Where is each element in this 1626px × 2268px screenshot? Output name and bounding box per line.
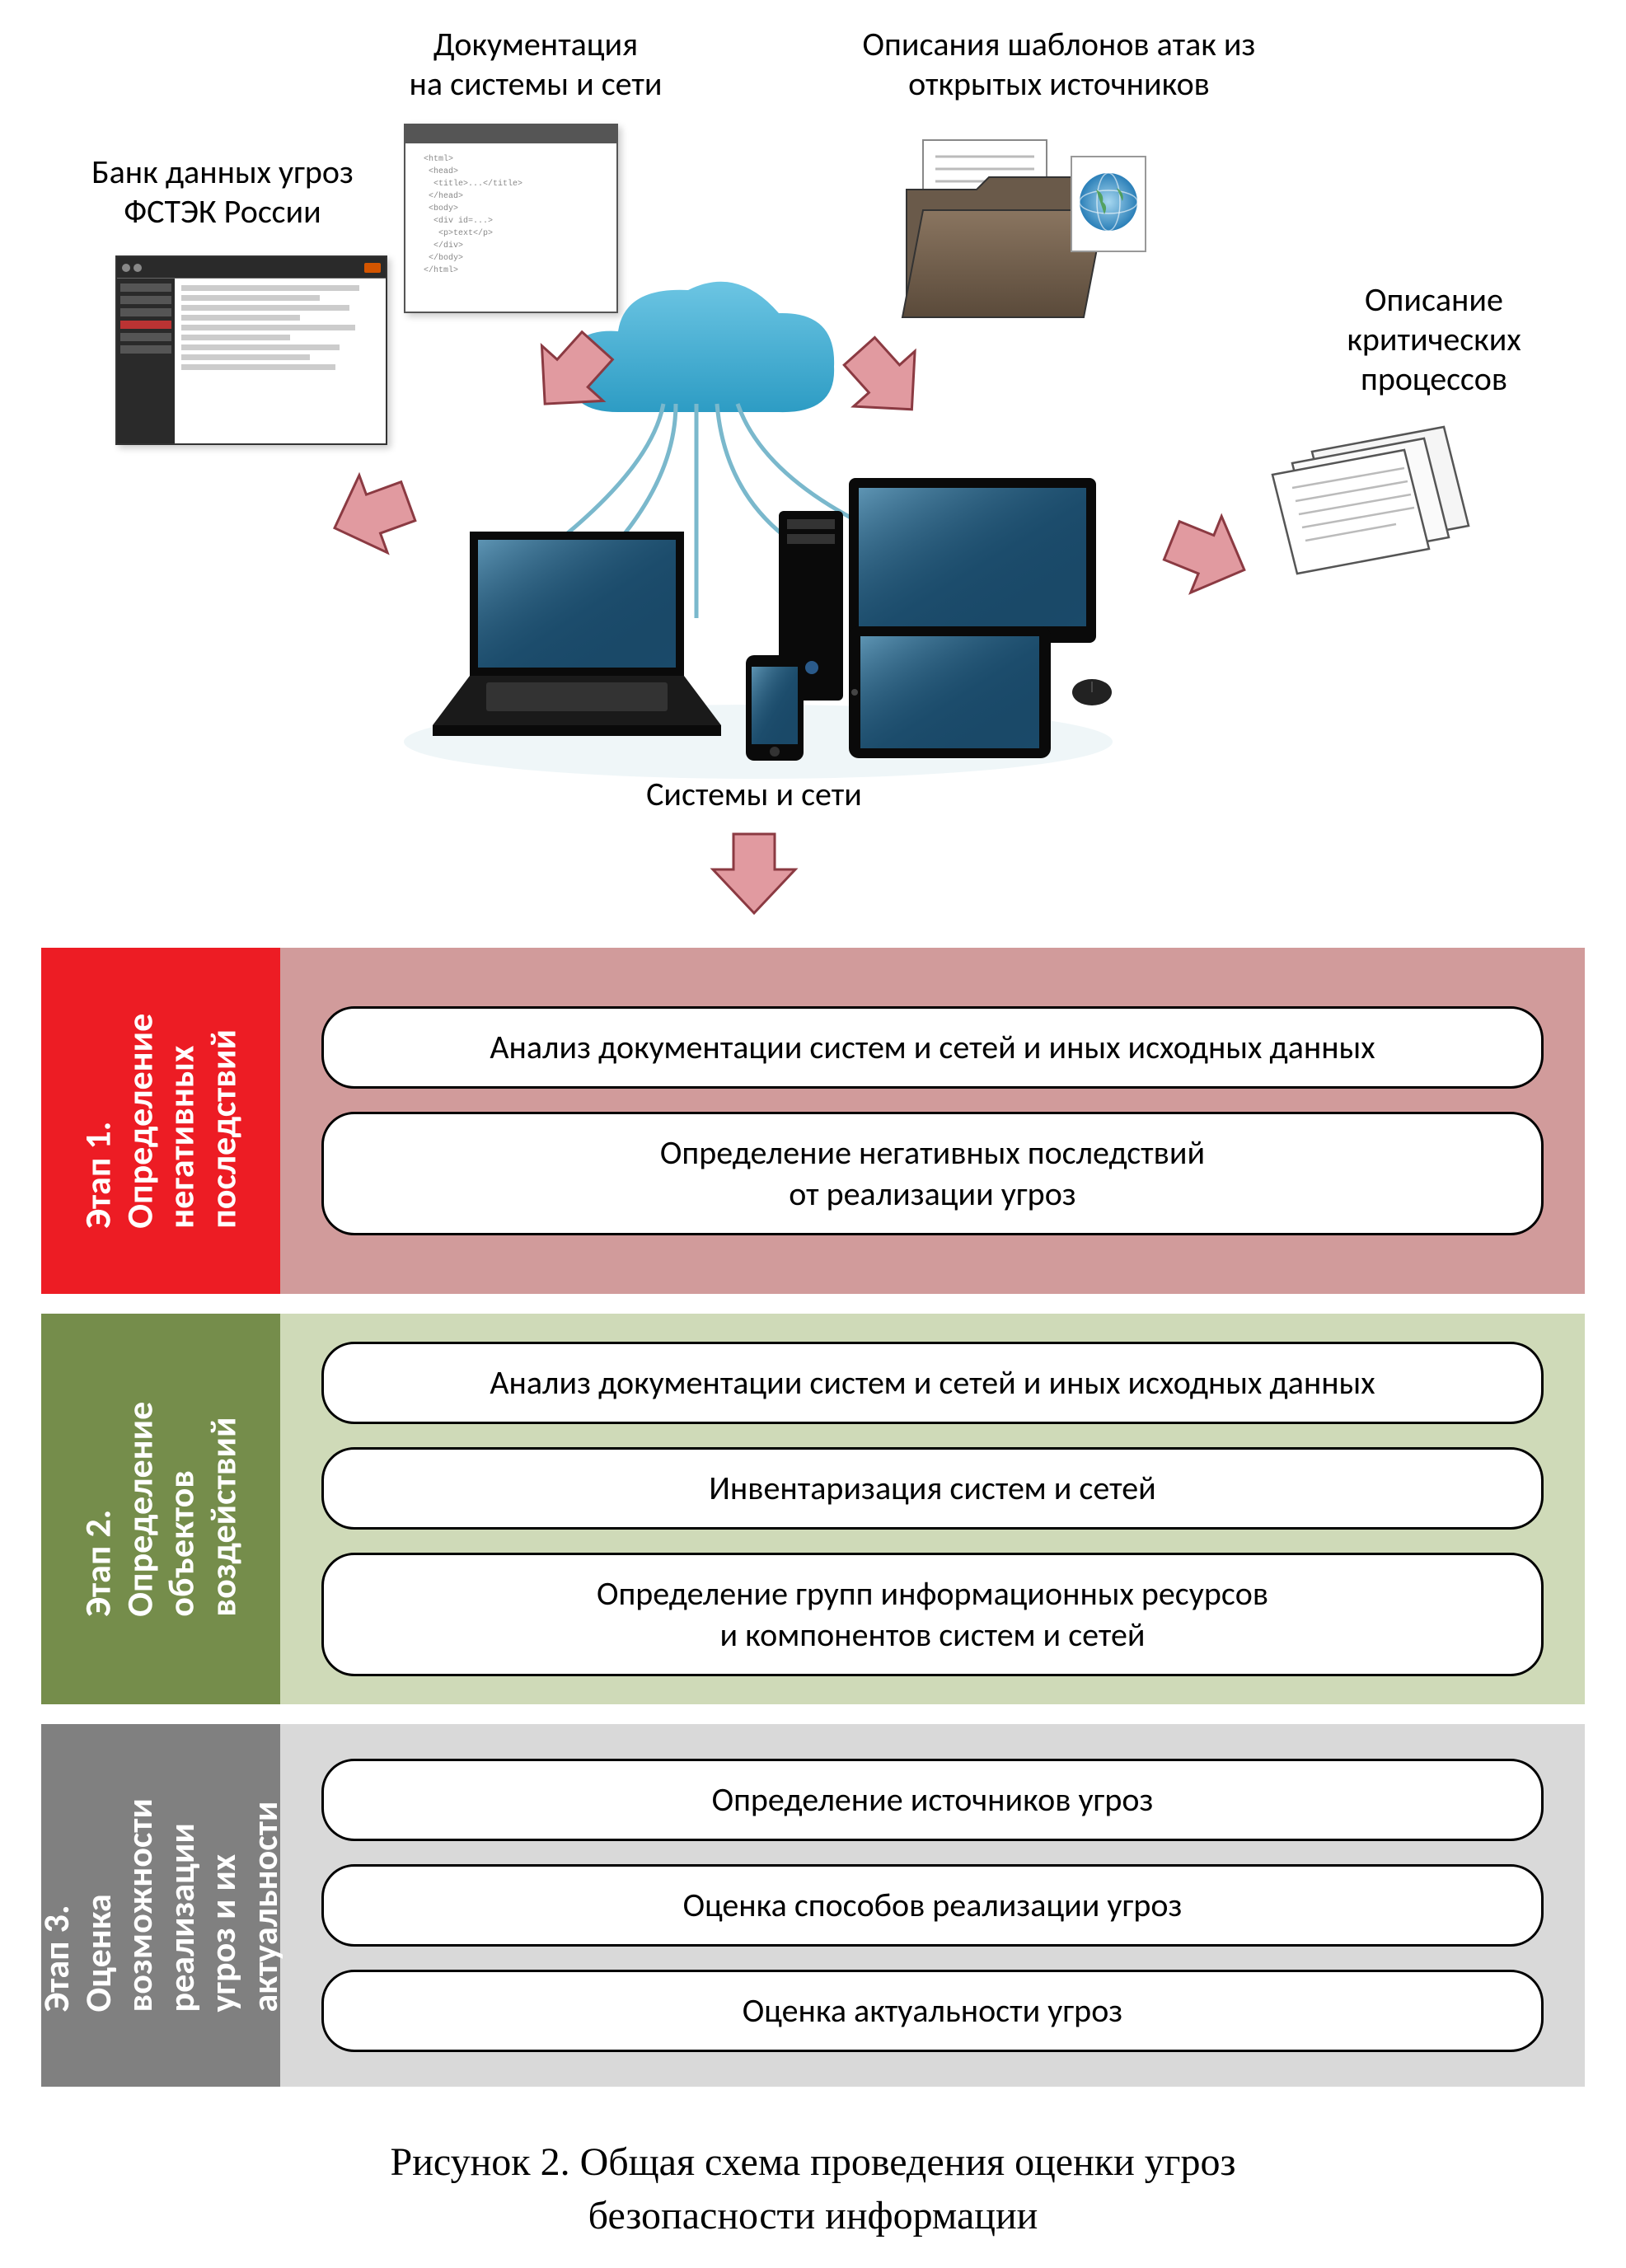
stages-container: Этап 1.Определениенегативныхпоследствий А… xyxy=(41,948,1585,2087)
stage-label: Этап 3.Оценкавозможностиреализацииугроз … xyxy=(41,1724,280,2087)
arrow-icon xyxy=(317,470,433,569)
stage-item: Определение групп информационных ресурсо… xyxy=(321,1553,1544,1676)
stage-item: Определение негативных последствийот реа… xyxy=(321,1112,1544,1235)
arrow-icon xyxy=(701,824,808,923)
label-threat-db: Банк данных угрозФСТЭК России xyxy=(41,152,404,232)
arrow-icon xyxy=(519,330,626,429)
stage-item: Анализ документации систем и сетей и ины… xyxy=(321,1006,1544,1089)
stage-1: Этап 1.Определениенегативныхпоследствий А… xyxy=(41,948,1585,1294)
label-documentation: Документацияна системы и сети xyxy=(313,25,758,104)
computers-icon xyxy=(387,437,1129,783)
stage-body: Анализ документации систем и сетей и ины… xyxy=(280,1314,1585,1704)
stage-body: Определение источников угроз Оценка спосо… xyxy=(280,1724,1585,2087)
stage-label: Этап 2.Определениеобъектоввоздействий xyxy=(41,1314,280,1704)
stage-body: Анализ документации систем и сетей и ины… xyxy=(280,948,1585,1294)
stage-item: Анализ документации систем и сетей и ины… xyxy=(321,1342,1544,1424)
stage-3: Этап 3.Оценкавозможностиреализацииугроз … xyxy=(41,1724,1585,2087)
arrow-icon xyxy=(1158,503,1273,602)
attack-templates-icon xyxy=(898,132,1154,330)
critical-processes-icon xyxy=(1269,420,1475,577)
label-systems-networks: Системы и сети xyxy=(577,775,931,814)
figure-caption: Рисунок 2. Общая схема проведения оценки… xyxy=(41,2136,1585,2243)
inputs-diagram: Документацияна системы и сети Описания ш… xyxy=(41,25,1585,940)
label-critical-processes: Описаниекритическихпроцессов xyxy=(1294,280,1574,399)
stage-label: Этап 1.Определениенегативныхпоследствий xyxy=(41,948,280,1294)
label-attack-templates: Описания шаблонов атак изоткрытых источн… xyxy=(758,25,1360,104)
threat-db-icon xyxy=(115,255,387,445)
arrow-icon xyxy=(836,330,944,429)
stage-item: Оценка актуальности угроз xyxy=(321,1970,1544,2052)
stage-item: Оценка способов реализации угроз xyxy=(321,1864,1544,1947)
stage-2: Этап 2.Определениеобъектоввоздействий Ана… xyxy=(41,1314,1585,1704)
stage-item: Определение источников угроз xyxy=(321,1759,1544,1841)
stage-item: Инвентаризация систем и сетей xyxy=(321,1447,1544,1530)
